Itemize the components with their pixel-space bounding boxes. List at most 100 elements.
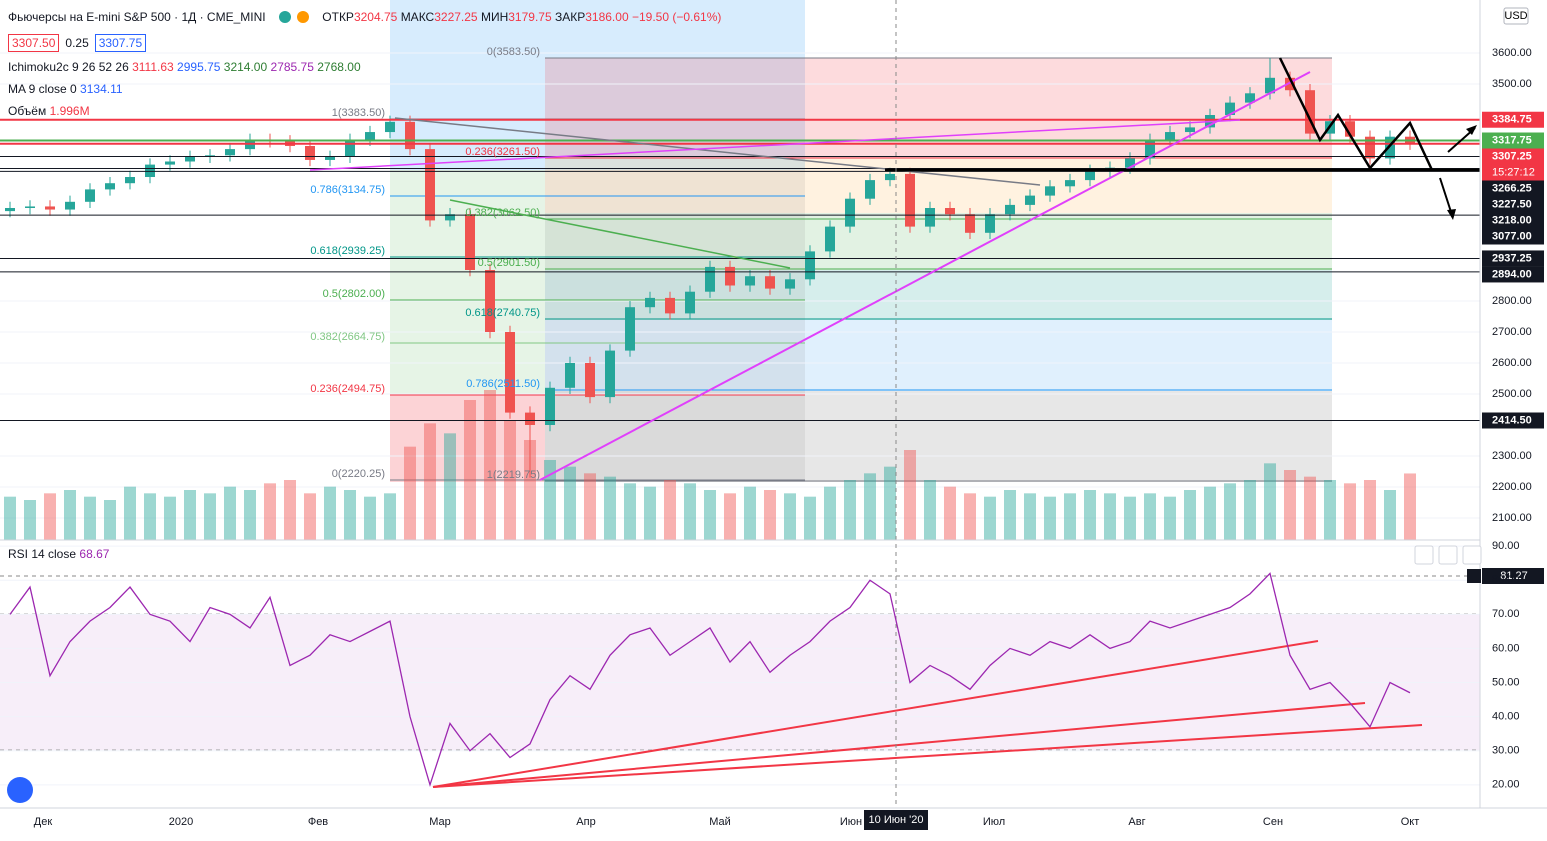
candle-body xyxy=(305,146,315,160)
candle-body xyxy=(585,362,595,398)
candle-body xyxy=(385,121,395,133)
volume-bar xyxy=(1184,490,1196,540)
volume-bar xyxy=(1164,496,1176,540)
y-tick-label: 80.00 xyxy=(1492,574,1520,586)
fib-label: 0(3583.50) xyxy=(487,46,540,58)
candle-body xyxy=(805,251,815,280)
y-tick-label: 2800.00 xyxy=(1492,295,1532,307)
price-tag-label: 3227.50 xyxy=(1492,198,1532,210)
crosshair-date-tag xyxy=(864,810,928,830)
price-tag-label: 3307.25 xyxy=(1492,150,1532,162)
trend-line xyxy=(539,71,1311,481)
rsi-trend-line xyxy=(432,724,1423,788)
header-line: Фьючерсы на E-mini S&P 500 · 1Д · CME_MI… xyxy=(8,10,721,24)
volume-bar xyxy=(784,493,796,540)
candle-body xyxy=(1265,77,1275,94)
indicator-value: 2785.75 xyxy=(270,60,314,74)
currency-box[interactable] xyxy=(1503,7,1529,25)
ohlc-label: ЗАКР xyxy=(554,10,586,24)
price-tag-label: 3266.25 xyxy=(1492,182,1532,194)
candle-body xyxy=(1005,204,1015,215)
button[interactable] xyxy=(1462,545,1482,565)
logo[interactable] xyxy=(7,777,33,803)
y-tick-label: 40.00 xyxy=(1492,711,1520,723)
volume-bar xyxy=(684,483,696,540)
price-tag xyxy=(1482,228,1544,245)
fib-label: 0.236(2494.75) xyxy=(310,383,385,395)
volume-bar xyxy=(204,493,216,540)
candle-body xyxy=(985,214,995,233)
volume-bar xyxy=(884,466,896,540)
volume-bar xyxy=(364,496,376,540)
trend-line xyxy=(449,199,791,269)
arrow-head xyxy=(1447,209,1456,220)
rsi-trend-line xyxy=(432,702,1366,788)
price-tag xyxy=(1482,148,1544,165)
indicator-value: 3214.00 xyxy=(223,60,268,74)
x-tick-label: Окт xyxy=(1401,816,1420,828)
candle-body xyxy=(925,208,935,227)
volume-bar xyxy=(144,493,156,540)
x-tick-label: Сен xyxy=(1263,816,1283,828)
candle-body xyxy=(1085,170,1095,181)
volume-bar xyxy=(1044,496,1056,540)
volume-bar xyxy=(1404,473,1416,540)
y-tick-label: 20.00 xyxy=(1492,779,1520,791)
button[interactable] xyxy=(1438,545,1458,565)
indicator-value: 3111.63 xyxy=(132,60,174,74)
rsi-band xyxy=(0,614,1480,750)
volume-bar xyxy=(184,490,196,540)
indicator-label: MA 9 close 0 xyxy=(8,82,77,96)
volume-bar xyxy=(844,480,856,540)
indicator-value: 2768.00 xyxy=(317,60,361,74)
candle-body xyxy=(225,149,235,156)
candle-body xyxy=(1305,90,1315,134)
fib-label: 0.382(2664.75) xyxy=(310,331,385,343)
candle-body xyxy=(945,208,955,215)
volume-bar xyxy=(84,496,96,540)
candle-body xyxy=(445,214,455,221)
status-icon xyxy=(296,11,309,23)
ohlc-value: 3204.75 xyxy=(353,10,398,24)
button[interactable] xyxy=(1414,545,1434,565)
fib-zone xyxy=(390,170,545,395)
volume-bar xyxy=(1004,490,1016,540)
volume-bar xyxy=(1024,493,1036,540)
price-tag xyxy=(1482,132,1544,149)
quote-line: 3307.50 0.25 3307.75 xyxy=(8,34,152,52)
fib-zone xyxy=(545,170,805,482)
x-tick-label: 2020 xyxy=(169,816,193,828)
fib-label: 0.5(2901.50) xyxy=(478,257,540,269)
indicator-value: 2995.75 xyxy=(177,60,221,74)
crosshair-value: 81.27 xyxy=(1500,570,1528,582)
x-tick-label: Дек xyxy=(34,816,53,828)
candle-body xyxy=(1145,139,1155,159)
volume-bar xyxy=(924,480,936,540)
candle-body xyxy=(685,291,695,314)
volume-bar xyxy=(824,486,836,540)
volume-bar xyxy=(24,500,36,540)
sell-price[interactable]: 3307.50 xyxy=(8,34,60,52)
price-tag-label: 3218.00 xyxy=(1492,214,1532,226)
x-tick-label: Июл xyxy=(983,816,1005,828)
y-tick-label: 30.00 xyxy=(1492,745,1520,757)
candle-body xyxy=(65,201,75,210)
y-tick-label: 70.00 xyxy=(1492,608,1520,620)
candle-body xyxy=(565,362,575,388)
y-tick-label: 3500.00 xyxy=(1492,78,1532,90)
price-tag xyxy=(1482,180,1544,197)
y-tick-label: 2100.00 xyxy=(1492,512,1532,524)
volume-bar xyxy=(384,493,396,540)
buy-price[interactable]: 3307.75 xyxy=(94,34,147,52)
fib-zone xyxy=(390,395,545,482)
volume-bar xyxy=(504,420,516,540)
candle-body xyxy=(425,149,435,221)
candle-body xyxy=(825,226,835,252)
price-tag xyxy=(1482,412,1544,429)
fib-label: 1(2219.75) xyxy=(487,469,540,481)
candle-body xyxy=(85,189,95,202)
fib-label: 0.786(3134.75) xyxy=(310,184,385,196)
fib-label: 0.786(2511.50) xyxy=(466,378,540,390)
trend-line xyxy=(394,117,1041,186)
button[interactable] xyxy=(1467,569,1481,583)
